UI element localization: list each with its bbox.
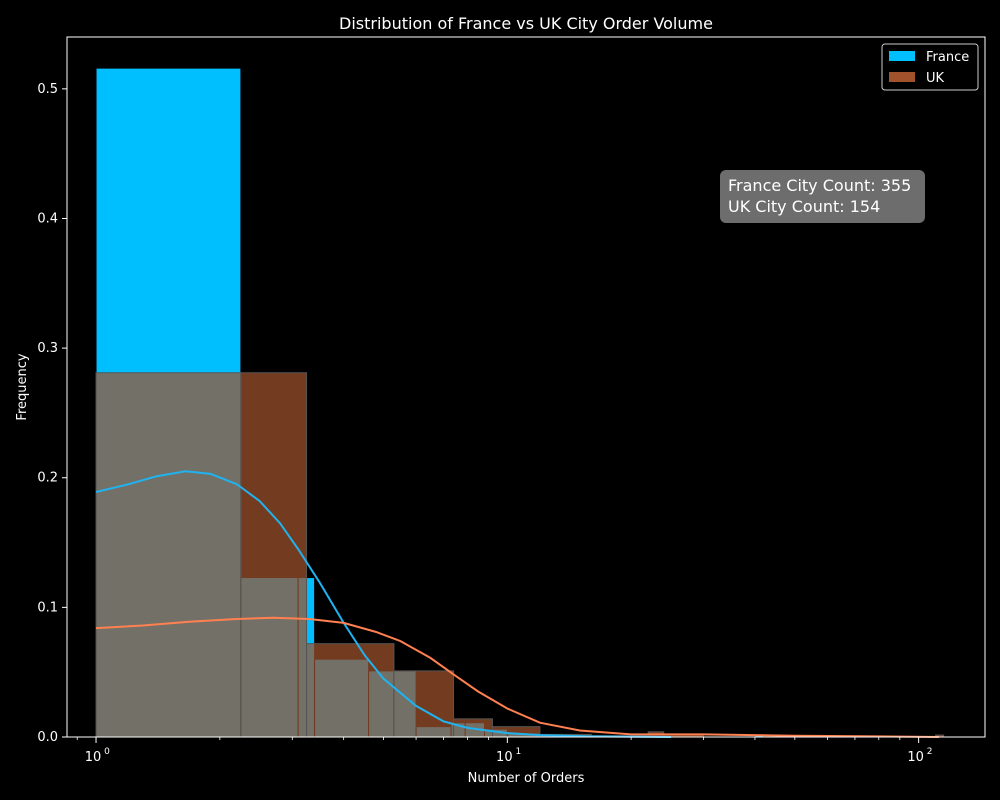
y-tick-label: 0.1 [37,600,58,615]
uk-bar-2 [306,643,395,738]
x-tick-exponent: 0 [104,747,110,757]
france-kde-line [95,470,672,738]
annotation-france-count: France City Count: 355 [728,176,911,195]
count-annotation: France City Count: 355 UK City Count: 15… [720,170,925,223]
kde-lines-group [95,470,939,738]
legend-swatch-uk [889,72,915,82]
annotation-box [720,170,925,223]
y-tick-label: 0.5 [37,82,58,97]
x-axis-label: Number of Orders [468,771,585,786]
uk-bar-1 [240,372,308,738]
x-axis: 10 0 10 1 10 2 [76,737,933,765]
uk-bar-3 [393,670,455,738]
y-tick-label: 0.0 [37,730,58,745]
x-tick-label: 10 [85,750,102,765]
x-tick-exponent: 2 [927,747,933,757]
y-tick-label: 0.3 [37,341,58,356]
annotation-uk-count: UK City Count: 154 [728,197,880,216]
y-axis-label: Frequency [15,353,30,420]
x-tick-label: 10 [496,750,513,765]
plot-frame [66,36,986,738]
uk-bar-0 [95,372,242,738]
legend-label-france: France [926,50,969,65]
uk-kde-line [95,616,939,738]
legend-swatch-france [889,51,915,61]
x-tick-label: 10 [907,750,924,765]
legend: France UK [881,43,979,91]
chart-title: Distribution of France vs UK City Order … [339,14,713,33]
x-tick-exponent: 1 [515,747,521,757]
y-tick-label: 0.2 [37,471,58,486]
legend-label-uk: UK [926,71,945,86]
y-tick-label: 0.4 [37,211,58,226]
uk-bars-group [95,372,945,738]
y-axis: 0.0 0.1 0.2 0.3 0.4 0.5 [37,82,67,745]
